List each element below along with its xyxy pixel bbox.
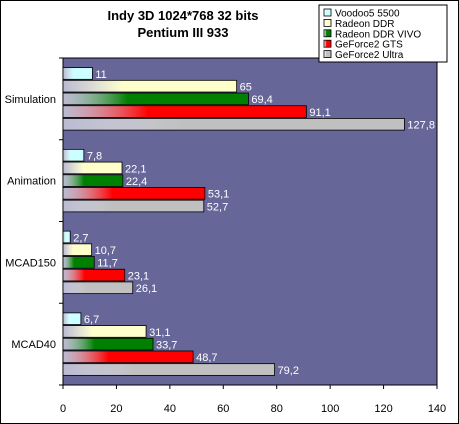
value-label-mcad40-geforce2-ultra: 79,2 xyxy=(278,365,299,377)
value-label-simulation-geforce2-gts: 91,1 xyxy=(309,107,330,119)
legend-swatch-geforce2-gts xyxy=(323,39,332,48)
legend-label-voodoo5-5500: Voodoo5 5500 xyxy=(335,9,400,20)
value-label-simulation-voodoo5-5500: 11 xyxy=(95,69,106,81)
bar-mcad150-voodoo5-5500 xyxy=(62,230,71,244)
legend-label-radeon-ddr: Radeon DDR xyxy=(335,19,394,30)
bar-mcad40-geforce2-gts xyxy=(62,350,194,364)
bar-mcad150-radeon-ddr xyxy=(62,243,92,256)
bar-mcad40-voodoo5-5500 xyxy=(62,312,82,325)
chart-title-line-2: Pentium III 933 xyxy=(137,25,228,40)
legend-label-geforce2-gts: GeForce2 GTS xyxy=(335,40,403,51)
legend-swatch-voodoo5-5500 xyxy=(323,8,332,17)
bar-mcad150-geforce2-ultra xyxy=(62,281,134,295)
legend-box xyxy=(318,4,448,63)
value-label-mcad40-radeon-ddr-vivo: 33,7 xyxy=(156,339,177,351)
value-label-animation-voodoo5-5500: 7,8 xyxy=(87,151,102,163)
bar-animation-voodoo5-5500 xyxy=(62,148,85,162)
value-label-animation-radeon-ddr: 22,1 xyxy=(125,163,146,175)
legend-swatch-radeon-ddr-vivo xyxy=(323,29,332,38)
x-tick-label-60: 60 xyxy=(217,403,229,415)
category-label-simulation: Simulation xyxy=(5,94,56,106)
value-label-mcad150-radeon-ddr-vivo: 11,7 xyxy=(97,258,118,270)
value-label-mcad40-voodoo5-5500: 6,7 xyxy=(84,314,99,326)
x-tick-label-0: 0 xyxy=(60,403,66,415)
bar-mcad40-geforce2-ultra xyxy=(62,363,275,376)
bar-simulation-geforce2-ultra xyxy=(62,118,405,131)
bar-simulation-radeon-ddr-vivo xyxy=(62,92,249,106)
bar-mcad150-radeon-ddr-vivo xyxy=(62,256,95,269)
legend-swatch-radeon-ddr xyxy=(323,18,332,27)
legend-label-geforce2-ultra: GeForce2 Ultra xyxy=(335,50,404,61)
bar-animation-geforce2-gts xyxy=(62,187,206,200)
value-label-simulation-radeon-ddr: 65 xyxy=(240,82,252,94)
bar-animation-radeon-ddr xyxy=(62,161,123,175)
value-label-animation-geforce2-gts: 53,1 xyxy=(208,189,229,201)
bar-animation-radeon-ddr-vivo xyxy=(62,174,124,187)
category-label-mcad40: MCAD40 xyxy=(11,339,56,351)
bar-simulation-voodoo5-5500 xyxy=(62,67,93,80)
bar-animation-geforce2-ultra xyxy=(62,199,205,213)
category-label-animation: Animation xyxy=(7,176,56,188)
x-tick-label-140: 140 xyxy=(428,403,446,415)
x-tick-label-20: 20 xyxy=(110,403,122,415)
legend-swatch-geforce2-ultra xyxy=(323,50,332,58)
value-label-animation-geforce2-ultra: 52,7 xyxy=(207,201,228,213)
bar-mcad150-geforce2-gts xyxy=(62,268,126,282)
value-label-mcad40-geforce2-gts: 48,7 xyxy=(196,352,217,364)
value-label-mcad150-geforce2-ultra: 26,1 xyxy=(136,283,157,295)
value-label-mcad150-voodoo5-5500: 2,7 xyxy=(73,232,88,244)
x-tick-label-100: 100 xyxy=(321,403,339,415)
bar-mcad40-radeon-ddr-vivo xyxy=(62,337,154,351)
chart-title-line-1: Indy 3D 1024*768 32 bits xyxy=(107,8,258,23)
bar-simulation-geforce2-gts xyxy=(62,105,307,118)
category-label-mcad150: MCAD150 xyxy=(5,257,56,269)
value-label-simulation-radeon-ddr-vivo: 69,4 xyxy=(251,94,272,106)
bar-simulation-radeon-ddr xyxy=(62,79,238,93)
value-label-mcad150-radeon-ddr: 10,7 xyxy=(95,245,116,257)
legend-label-radeon-ddr-vivo: Radeon DDR VIVO xyxy=(335,29,421,40)
value-label-mcad150-geforce2-gts: 23,1 xyxy=(128,270,149,282)
value-label-animation-radeon-ddr-vivo: 22,4 xyxy=(126,176,147,188)
x-tick-label-120: 120 xyxy=(374,403,392,415)
value-label-simulation-geforce2-ultra: 127,8 xyxy=(407,120,435,132)
value-label-mcad40-radeon-ddr: 31,1 xyxy=(149,327,170,339)
bar-mcad40-radeon-ddr xyxy=(62,325,147,338)
x-tick-label-80: 80 xyxy=(271,403,283,415)
x-tick-label-40: 40 xyxy=(164,403,176,415)
